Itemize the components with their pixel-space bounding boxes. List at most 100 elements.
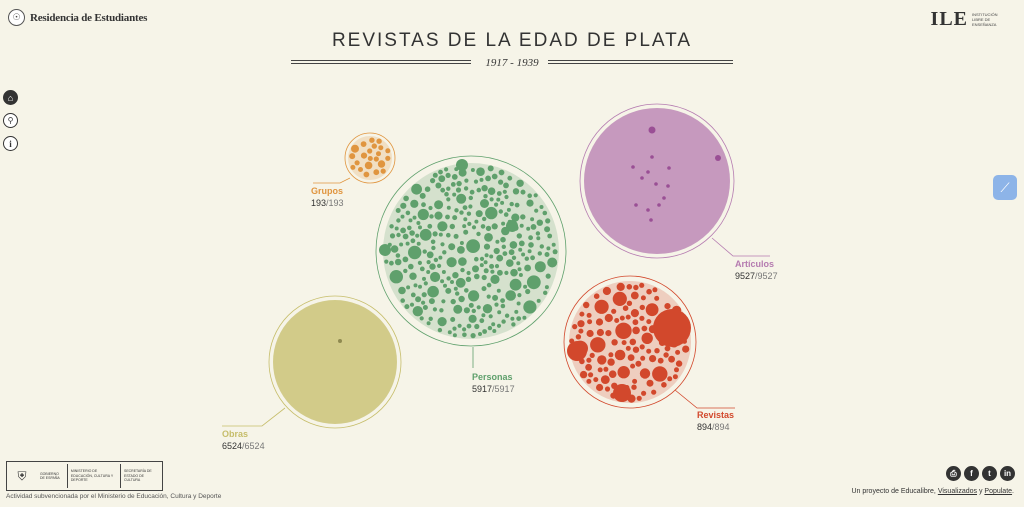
home-icon: ⌂ — [7, 92, 14, 103]
personas-bubble — [455, 187, 462, 193]
personas-bubble — [544, 226, 551, 233]
personas-bubble — [503, 182, 509, 189]
obras-cluster[interactable] — [268, 295, 402, 429]
facebook-button[interactable]: f — [964, 466, 979, 481]
ile-text: INSTITUCIÓN LIBRE DE ENSEÑANZA — [972, 12, 998, 27]
subtitle-rule-left-2 — [291, 63, 471, 64]
ile-logo[interactable]: ILE INSTITUCIÓN LIBRE DE ENSEÑANZA — [931, 8, 1010, 31]
personas-bubble — [438, 169, 443, 175]
personas-bubble — [458, 257, 467, 266]
personas-bubble — [421, 300, 426, 305]
personas-bubble — [422, 249, 427, 254]
articulos-cluster[interactable] — [579, 103, 735, 259]
revistas-bubble — [612, 291, 627, 306]
personas-bubble — [511, 255, 517, 260]
side-widget-button[interactable]: ⟋ — [993, 175, 1017, 200]
personas-bubble — [474, 273, 480, 280]
revistas-bubble — [639, 315, 645, 321]
revistas-bubble — [596, 383, 604, 392]
grupos-cluster[interactable] — [344, 132, 396, 184]
grupos-bubble — [369, 137, 375, 143]
personas-bubble — [410, 292, 416, 298]
credits-mid: y — [977, 488, 985, 495]
info-button[interactable]: i — [3, 136, 18, 151]
revistas-bubble — [575, 334, 582, 340]
personas-bubble — [520, 189, 526, 195]
personas-bubble — [511, 213, 520, 222]
personas-bubble — [395, 253, 401, 258]
personas-bubble — [468, 314, 477, 323]
personas-bubble — [405, 241, 410, 246]
personas-bubble — [490, 269, 495, 274]
personas-bubble — [523, 284, 528, 289]
revistas-label: Revistas — [697, 410, 735, 420]
grupos-bubble — [349, 153, 356, 160]
revistas-bubble — [626, 300, 633, 306]
personas-bubble — [526, 275, 541, 290]
personas-cluster[interactable] — [375, 155, 567, 347]
personas-bubble — [413, 283, 418, 288]
personas-bubble — [426, 260, 431, 265]
obras-label-block[interactable]: Obras 6524/6524 — [222, 429, 265, 451]
articulos-leader-line — [711, 237, 770, 257]
personas-bubble — [417, 208, 429, 221]
personas-bubble — [466, 270, 471, 276]
personas-bubble — [451, 174, 458, 180]
articulos-total: 9527 — [757, 271, 778, 281]
personas-bubble — [524, 264, 531, 272]
revistas-bubble — [654, 348, 660, 354]
personas-bubble — [458, 295, 465, 303]
residencia-logo[interactable]: ☉ Residencia de Estudiantes — [8, 9, 147, 26]
personas-bubble — [463, 186, 469, 191]
articulos-label-block[interactable]: Artículos 9527/9527 — [735, 259, 778, 281]
personas-bubble — [443, 283, 447, 288]
personas-bubble — [518, 240, 525, 247]
revistas-outline — [563, 275, 697, 409]
personas-bubble — [459, 241, 464, 245]
search-button[interactable]: ⚲ — [3, 113, 18, 128]
personas-bubble — [506, 259, 514, 267]
personas-bubble — [521, 252, 526, 257]
home-button[interactable]: ⌂ — [3, 90, 18, 105]
personas-bubble — [528, 242, 534, 248]
personas-bubble — [444, 167, 449, 172]
personas-label-block[interactable]: Personas 5917/5917 — [472, 372, 515, 394]
revistas-bubble — [614, 318, 620, 323]
personas-bubble — [446, 232, 451, 238]
personas-bubble — [466, 239, 480, 254]
personas-bubble — [457, 246, 465, 254]
personas-bubble — [415, 296, 422, 303]
personas-bubble — [438, 255, 443, 260]
print-button[interactable]: ⎙ — [946, 466, 961, 481]
personas-bubble — [481, 286, 487, 292]
revistas-bubble — [622, 305, 629, 312]
visualizados-link[interactable]: Visualizados — [937, 488, 978, 495]
personas-bubble — [478, 332, 482, 336]
twitter-button[interactable]: t — [982, 466, 997, 481]
personas-bubble — [495, 239, 500, 244]
subtitle-rule-left — [291, 60, 471, 61]
revistas-bubble — [578, 328, 584, 334]
revistas-bubble — [641, 332, 653, 344]
personas-bubble — [520, 214, 526, 220]
revistas-bubble — [597, 355, 607, 365]
revistas-bubble — [617, 366, 630, 379]
personas-bubble — [429, 214, 434, 219]
personas-bubble — [480, 199, 489, 208]
grupos-bubble — [360, 152, 368, 159]
personas-bubble — [544, 285, 549, 290]
linkedin-button[interactable]: in — [1000, 466, 1015, 481]
revistas-bubble — [595, 318, 604, 326]
revistas-bubble — [607, 358, 615, 366]
populate-link[interactable]: Populate — [984, 488, 1013, 495]
grupos-label-block[interactable]: Grupos 193/193 — [311, 186, 344, 208]
articulos-dot — [631, 165, 635, 169]
articulos-dot — [666, 184, 670, 188]
revistas-label-block[interactable]: Revistas 894/894 — [697, 410, 735, 432]
personas-bubble — [453, 304, 463, 314]
personas-bubble — [497, 310, 502, 315]
grupos-bubble — [371, 143, 377, 149]
personas-bubble — [416, 221, 421, 225]
personas-bubble — [394, 258, 402, 266]
personas-bubble — [409, 302, 415, 307]
